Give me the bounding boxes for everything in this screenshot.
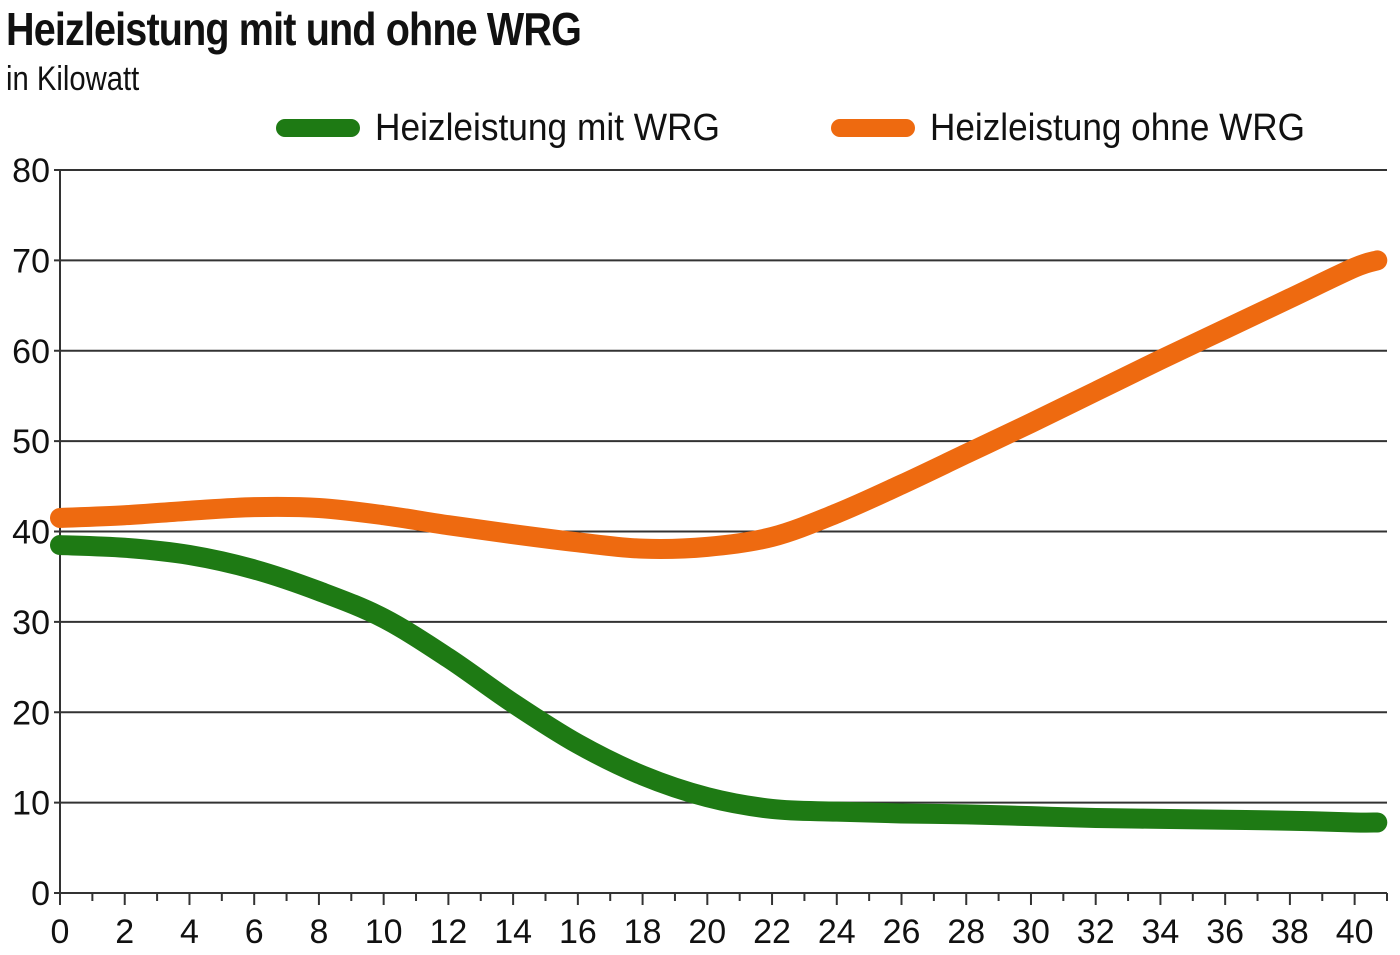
y-tick-label: 70 <box>12 242 50 280</box>
x-tick-label: 36 <box>1206 913 1244 951</box>
x-tick-label: 32 <box>1077 913 1115 951</box>
x-tick-label: 0 <box>51 913 70 951</box>
x-tick-label: 34 <box>1142 913 1180 951</box>
chart-subtitle: in Kilowatt <box>6 60 140 98</box>
x-tick-label: 20 <box>688 913 726 951</box>
x-tick-label: 40 <box>1336 913 1374 951</box>
y-tick-label: 40 <box>12 514 50 552</box>
x-tick-label: 10 <box>365 913 403 951</box>
x-tick-label: 4 <box>180 913 199 951</box>
x-tick-label: 14 <box>494 913 532 951</box>
chart-title: Heizleistung mit und ohne WRG <box>6 3 582 55</box>
x-tick-label: 24 <box>818 913 856 951</box>
series-lines <box>50 250 1388 833</box>
y-tick-label: 10 <box>12 785 50 823</box>
x-tick-label: 22 <box>753 913 791 951</box>
x-tick-label: 16 <box>559 913 597 951</box>
x-tick-label: 38 <box>1271 913 1309 951</box>
x-tick-label: 28 <box>947 913 985 951</box>
y-tick-label: 60 <box>12 333 50 371</box>
y-tick-label: 20 <box>12 694 50 732</box>
y-tick-label: 50 <box>12 423 50 461</box>
legend-label: Heizleistung mit WRG <box>375 107 720 149</box>
gridlines <box>60 169 1387 804</box>
x-tick-label: 6 <box>245 913 264 951</box>
series-line-ohne-wrg <box>50 250 1388 559</box>
y-tick-label: 0 <box>31 875 50 913</box>
legend: Heizleistung mit WRG Heizleistung ohne WR… <box>276 107 1305 149</box>
x-tick-label: 26 <box>883 913 921 951</box>
y-tick-label: 30 <box>12 604 50 642</box>
legend-label: Heizleistung ohne WRG <box>930 107 1305 149</box>
x-tick-label: 30 <box>1012 913 1050 951</box>
y-tick-label: 80 <box>12 152 50 190</box>
x-tick-label: 8 <box>309 913 328 951</box>
series-line-mit-wrg <box>50 535 1388 833</box>
x-tick-label: 2 <box>115 913 134 951</box>
x-tick-label: 18 <box>624 913 662 951</box>
x-tick-label: 12 <box>429 913 467 951</box>
